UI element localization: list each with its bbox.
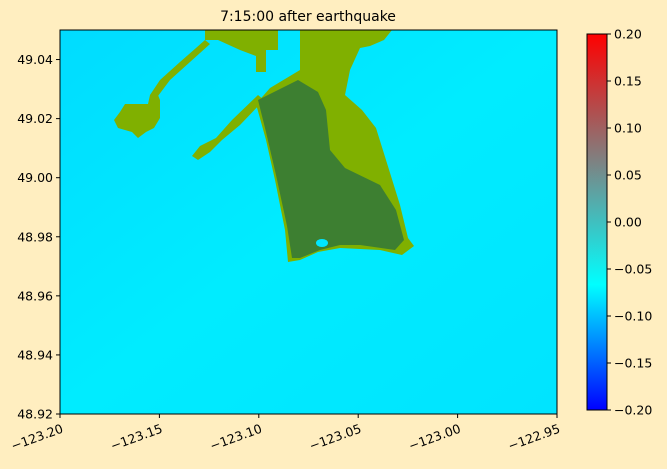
colorbar-tick-label: −0.15	[614, 356, 652, 371]
y-tick-label: 48.92	[17, 407, 53, 422]
y-tick-label: 49.00	[17, 170, 53, 185]
colorbar-tick-label: 0.00	[614, 215, 642, 230]
colorbar	[586, 33, 608, 411]
chart-title: 7:15:00 after earthquake	[220, 9, 396, 25]
y-tick-label: 48.96	[17, 288, 53, 303]
x-tick-label: −123.20	[9, 421, 65, 454]
colorbar-tick-label: −0.05	[614, 262, 652, 277]
plot-frame	[59, 29, 558, 415]
colorbar-tick-label: 0.05	[614, 168, 642, 183]
y-tick-label: 49.04	[17, 52, 53, 67]
colorbar-tick-label: −0.10	[614, 309, 652, 324]
x-tick-label: −123.15	[108, 421, 164, 454]
land	[114, 90, 160, 138]
water	[316, 239, 328, 247]
colorbar-tick-label: 0.20	[614, 27, 642, 42]
land-dark	[258, 80, 404, 258]
land	[205, 30, 278, 72]
x-tick-label: −122.95	[506, 421, 562, 454]
map	[60, 30, 557, 414]
land	[192, 95, 264, 160]
y-tick-label: 49.02	[17, 111, 53, 126]
x-tick-label: −123.00	[407, 421, 463, 454]
y-tick-label: 48.94	[17, 347, 53, 362]
land	[150, 40, 210, 96]
x-tick-label: −123.10	[208, 421, 264, 454]
colorbar-tick-label: 0.10	[614, 121, 642, 136]
y-tick-label: 48.98	[17, 229, 53, 244]
colorbar-tick-label: 0.15	[614, 74, 642, 89]
colorbar-tick-label: −0.20	[614, 403, 652, 418]
x-tick-label: −123.05	[307, 421, 363, 454]
